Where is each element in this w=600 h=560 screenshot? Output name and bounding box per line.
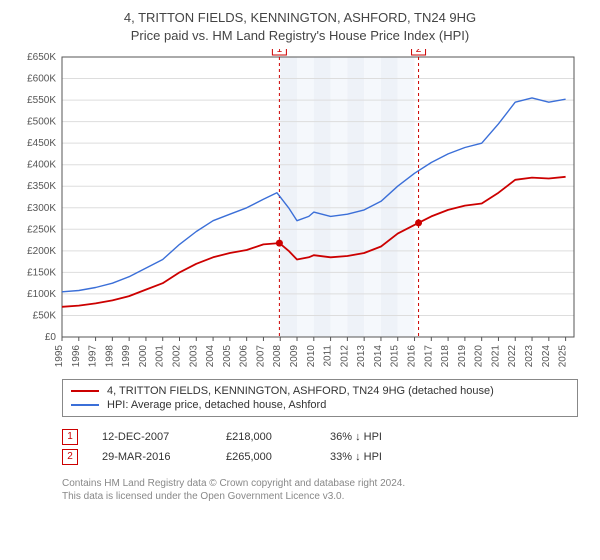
legend-row: 4, TRITTON FIELDS, KENNINGTON, ASHFORD, … bbox=[71, 384, 569, 398]
svg-text:£500K: £500K bbox=[27, 117, 56, 128]
svg-text:2010: 2010 bbox=[306, 345, 317, 368]
svg-text:2003: 2003 bbox=[188, 345, 199, 368]
sale-marker: 1 bbox=[62, 429, 78, 445]
page-title: 4, TRITTON FIELDS, KENNINGTON, ASHFORD, … bbox=[12, 10, 588, 26]
svg-text:2: 2 bbox=[416, 49, 422, 55]
chart: £0 £50K £100K £150K £200K £250K £300K £350K £400… bbox=[12, 49, 588, 369]
svg-text:2011: 2011 bbox=[323, 345, 334, 367]
legend-swatch bbox=[71, 404, 99, 406]
svg-text:£450K: £450K bbox=[27, 138, 56, 149]
svg-text:£400K: £400K bbox=[27, 160, 56, 171]
legend-row: HPI: Average price, detached house, Ashf… bbox=[71, 398, 569, 412]
sale-price: £265,000 bbox=[226, 451, 306, 463]
sale-price: £218,000 bbox=[226, 431, 306, 443]
svg-text:2002: 2002 bbox=[172, 345, 183, 368]
legend: 4, TRITTON FIELDS, KENNINGTON, ASHFORD, … bbox=[62, 379, 578, 417]
svg-text:£200K: £200K bbox=[27, 246, 56, 257]
sale-delta: 33% ↓ HPI bbox=[330, 451, 430, 463]
svg-text:£100K: £100K bbox=[27, 289, 56, 300]
svg-text:2021: 2021 bbox=[490, 345, 501, 368]
svg-text:£600K: £600K bbox=[27, 74, 56, 85]
sale-delta: 36% ↓ HPI bbox=[330, 431, 430, 443]
page: 4, TRITTON FIELDS, KENNINGTON, ASHFORD, … bbox=[0, 0, 600, 560]
chart-svg: £0 £50K £100K £150K £200K £250K £300K £350K £400… bbox=[12, 49, 588, 369]
svg-text:1998: 1998 bbox=[104, 345, 115, 368]
svg-text:2023: 2023 bbox=[524, 345, 535, 368]
svg-text:2008: 2008 bbox=[272, 345, 283, 368]
svg-text:1: 1 bbox=[277, 49, 283, 55]
svg-text:1995: 1995 bbox=[54, 345, 65, 368]
svg-text:£150K: £150K bbox=[27, 268, 56, 279]
svg-text:2014: 2014 bbox=[373, 345, 384, 368]
svg-text:2001: 2001 bbox=[155, 345, 166, 368]
page-subtitle: Price paid vs. HM Land Registry's House … bbox=[12, 28, 588, 44]
svg-text:2018: 2018 bbox=[440, 345, 451, 368]
svg-text:1997: 1997 bbox=[88, 345, 99, 368]
svg-text:2022: 2022 bbox=[507, 345, 518, 368]
svg-text:2025: 2025 bbox=[558, 345, 569, 368]
svg-text:2016: 2016 bbox=[407, 345, 418, 368]
svg-text:2000: 2000 bbox=[138, 345, 149, 368]
svg-text:2004: 2004 bbox=[205, 345, 216, 368]
svg-text:£350K: £350K bbox=[27, 181, 56, 192]
sale-marker: 2 bbox=[62, 449, 78, 465]
svg-text:£0: £0 bbox=[45, 332, 57, 343]
sales-row: 2 29-MAR-2016 £265,000 33% ↓ HPI bbox=[62, 447, 578, 467]
sales-row: 1 12-DEC-2007 £218,000 36% ↓ HPI bbox=[62, 427, 578, 447]
svg-text:2024: 2024 bbox=[541, 345, 552, 368]
svg-text:2019: 2019 bbox=[457, 345, 468, 368]
svg-text:2007: 2007 bbox=[255, 345, 266, 368]
legend-swatch bbox=[71, 390, 99, 392]
titles: 4, TRITTON FIELDS, KENNINGTON, ASHFORD, … bbox=[12, 10, 588, 43]
svg-text:2013: 2013 bbox=[356, 345, 367, 368]
sale-date: 29-MAR-2016 bbox=[102, 451, 202, 463]
svg-text:2006: 2006 bbox=[239, 345, 250, 368]
sale-date: 12-DEC-2007 bbox=[102, 431, 202, 443]
svg-text:£250K: £250K bbox=[27, 224, 56, 235]
svg-text:1999: 1999 bbox=[121, 345, 132, 368]
legend-label: HPI: Average price, detached house, Ashf… bbox=[107, 399, 326, 411]
svg-text:£650K: £650K bbox=[27, 52, 56, 63]
legend-label: 4, TRITTON FIELDS, KENNINGTON, ASHFORD, … bbox=[107, 385, 494, 397]
svg-text:£550K: £550K bbox=[27, 95, 56, 106]
svg-text:2015: 2015 bbox=[390, 345, 401, 368]
svg-text:2012: 2012 bbox=[339, 345, 350, 368]
footer: Contains HM Land Registry data © Crown c… bbox=[62, 477, 578, 503]
svg-text:£50K: £50K bbox=[33, 311, 57, 322]
svg-text:£300K: £300K bbox=[27, 203, 56, 214]
svg-text:2017: 2017 bbox=[423, 345, 434, 368]
sales-table: 1 12-DEC-2007 £218,000 36% ↓ HPI 2 29-MAR-201… bbox=[62, 427, 578, 467]
svg-text:2005: 2005 bbox=[222, 345, 233, 368]
svg-text:2020: 2020 bbox=[474, 345, 485, 368]
footer-line-2: This data is licensed under the Open Gov… bbox=[62, 490, 578, 503]
svg-text:1996: 1996 bbox=[71, 345, 82, 368]
footer-line-1: Contains HM Land Registry data © Crown c… bbox=[62, 477, 578, 490]
svg-text:2009: 2009 bbox=[289, 345, 300, 368]
